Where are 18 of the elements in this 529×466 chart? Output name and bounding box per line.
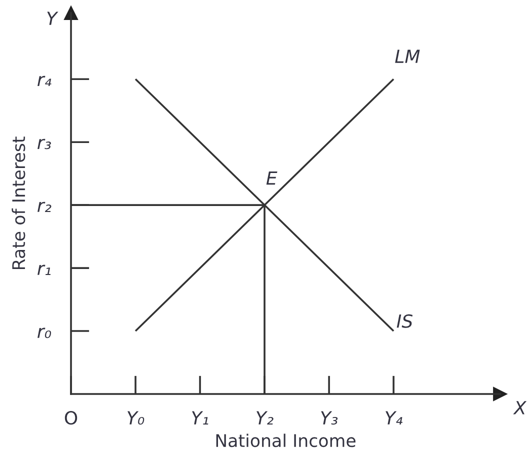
x-tick-label: Y₁ xyxy=(192,411,208,424)
x-tick-label: Y₃ xyxy=(321,411,338,425)
text: Y xyxy=(47,12,58,25)
x-axis-title: National Income xyxy=(216,434,356,448)
x-tick-label: Y₂ xyxy=(256,411,274,424)
x-tick-label: O xyxy=(64,410,78,425)
y-axis-title: Rate of Interest xyxy=(12,136,26,270)
category-label: r₃ xyxy=(38,138,51,150)
category-label: r₀ xyxy=(38,328,52,338)
series-label: LM xyxy=(395,50,420,63)
category-label: r₂ xyxy=(38,202,52,212)
category-label: r₄ xyxy=(38,76,52,86)
category-label: r₁ xyxy=(38,264,51,275)
x-tick-label: Y₀ xyxy=(128,411,144,425)
annotation: E xyxy=(266,171,278,185)
x-tick-label: Y₄ xyxy=(386,411,402,424)
text: X xyxy=(513,401,527,414)
series-label: IS xyxy=(396,314,413,328)
